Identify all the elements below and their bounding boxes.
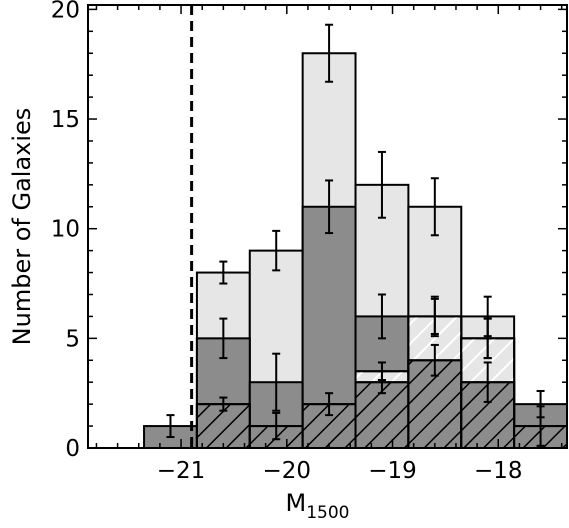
errorbar-light-hatched-bin-6 bbox=[483, 317, 492, 360]
errorbar-dark-bin-4 bbox=[377, 293, 386, 340]
x-axis-label: M1500 bbox=[286, 489, 350, 523]
y-tick-label: 15 bbox=[51, 107, 80, 133]
errorbar-dark-bin-3 bbox=[325, 179, 334, 235]
errorbar-light-bin-4 bbox=[377, 150, 386, 219]
y-tick-label: 10 bbox=[51, 217, 80, 243]
errorbar-dark-bin-2 bbox=[272, 352, 281, 412]
errorbar-light-bin-5 bbox=[430, 177, 439, 237]
errorbar-dark-hatched-bin-6 bbox=[483, 361, 492, 403]
errorbar-dark-hatched-bin-5 bbox=[430, 343, 439, 377]
plot-frame bbox=[87, 4, 568, 449]
errorbar-light-bin-1 bbox=[219, 260, 228, 285]
y-axis-label: Number of Galaxies bbox=[8, 108, 36, 346]
errorbar-dark-hatched-bin-4 bbox=[377, 370, 386, 395]
x-tick-label: −18 bbox=[474, 458, 523, 484]
x-tick-label: −21 bbox=[157, 458, 206, 484]
errorbar-dark-hatched-bin-2 bbox=[272, 411, 281, 441]
y-tick-label: 5 bbox=[65, 326, 80, 352]
x-tick-label: −20 bbox=[263, 458, 312, 484]
errorbar-dark-hatched-bin-3 bbox=[325, 392, 334, 417]
errorbar-light-bin-2 bbox=[272, 229, 281, 272]
errorbar-light-bin-3 bbox=[325, 23, 334, 83]
errorbar-dark-hatched-bin-1 bbox=[219, 396, 228, 412]
y-tick-label: 20 bbox=[51, 0, 80, 23]
errorbar-dark-bin-0 bbox=[166, 414, 175, 439]
errorbar-light-hatched-bin-5 bbox=[430, 295, 439, 338]
errorbar-dark-bin-1 bbox=[219, 317, 228, 360]
x-tick-label: −19 bbox=[368, 458, 417, 484]
y-tick-label: 0 bbox=[65, 436, 80, 462]
